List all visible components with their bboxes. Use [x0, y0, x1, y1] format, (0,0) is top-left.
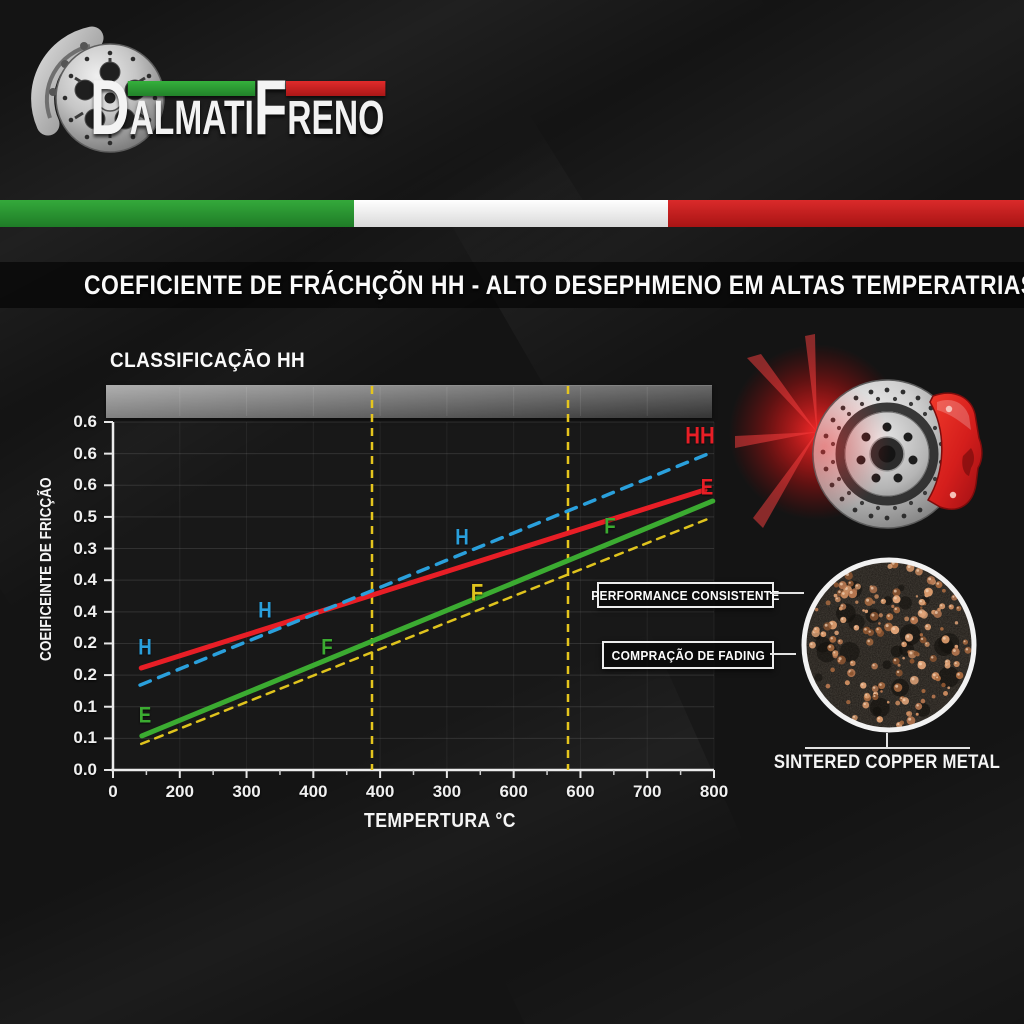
brand-letter-f: F [253, 63, 288, 151]
x-tick-label: 400 [365, 782, 395, 801]
y-tick-label: 0.0 [73, 760, 97, 779]
y-tick-label: 0.1 [73, 696, 97, 716]
brake-caliper [926, 392, 983, 510]
series-label-E: E [138, 702, 152, 728]
series-label-HH: HH [685, 422, 715, 450]
series-label-H: H [138, 634, 152, 660]
series-label-F: F [470, 579, 484, 607]
x-tick-label: 300 [232, 782, 261, 801]
series-line-F [139, 515, 715, 746]
x-tick-label: 600 [566, 782, 595, 801]
callout-connector-line [770, 653, 796, 655]
brand-part-almati: ALMATI [128, 81, 256, 145]
x-tick-label: 800 [699, 782, 729, 801]
flag-white-segment [354, 200, 668, 227]
brand-letter-d: D [90, 63, 130, 151]
headline-text: COEFICIENTE DE FRÁCHÇÕN HH - ALTO DESEPH… [84, 270, 1024, 300]
brand-wordmark: D ALMATI F RENO [90, 63, 386, 151]
series-line-H [138, 450, 715, 687]
logo-red-bar [285, 81, 386, 96]
brand-text-almati: ALMATI [129, 92, 254, 145]
callout-fading-label: COMPRAÇÃO DE FADING [611, 647, 765, 663]
y-tick-label: 0.2 [73, 633, 97, 653]
y-tick-label: 0.5 [73, 506, 97, 526]
x-tick-label: 600 [499, 782, 528, 801]
flag-red-segment [668, 200, 1024, 227]
series-label-H: H [258, 597, 272, 623]
classification-gradient-bar [106, 385, 712, 418]
x-tick-label: 200 [165, 782, 194, 801]
brake-disc-illustration [729, 334, 983, 529]
y-tick-label: 0.6 [73, 475, 97, 495]
brand-text-reno: RENO [287, 92, 385, 145]
y-tick-label: 0.6 [73, 443, 97, 463]
series-label-H: H [455, 524, 469, 550]
series-line-HH [138, 487, 708, 671]
flag-green-segment [0, 200, 354, 227]
x-axis-label: TEMPERTURA °C [364, 810, 516, 832]
specimen-rule-line [805, 747, 970, 749]
x-tick-label: 300 [432, 782, 462, 801]
specimen-caption: SINTERED COPPER METAL [773, 752, 1001, 773]
series-line-E [139, 498, 716, 739]
y-tick-label: 0.6 [73, 412, 97, 431]
series-label-F: F [321, 634, 333, 660]
callout-fading: COMPRAÇÃO DE FADING [602, 641, 774, 669]
y-tick-label: 0.2 [73, 665, 97, 685]
y-tick-label: 0.4 [73, 601, 97, 621]
y-tick-label: 0.3 [73, 538, 97, 558]
material-specimen-photo [801, 557, 977, 733]
logo-green-bar [128, 81, 256, 96]
x-tick-label: 0 [108, 782, 118, 801]
specimen-stem-line [886, 733, 888, 748]
chart-title: CLASSIFICAÇÃO HH [110, 349, 306, 372]
headline-band: COEFICIENTE DE FRÁCHÇÕN HH - ALTO DESEPH… [0, 262, 1024, 308]
series-label-E: E [700, 474, 714, 500]
y-tick-label: 0.1 [73, 728, 97, 748]
callout-performance: PERFORMANCE CONSISTENTE [591, 582, 779, 608]
y-tick-label: 0.4 [73, 570, 97, 590]
logo-brake-disc-icon [31, 26, 165, 153]
x-tick-label: 400 [299, 782, 328, 801]
callout-connector-line [770, 592, 804, 594]
brand-part-reno: RENO [285, 81, 386, 145]
x-tick-label: 700 [633, 782, 662, 801]
italian-flag-stripe [0, 200, 1024, 227]
callout-performance-label: PERFORMANCE CONSISTENTE [591, 587, 780, 603]
series-label-F: F [604, 513, 616, 539]
